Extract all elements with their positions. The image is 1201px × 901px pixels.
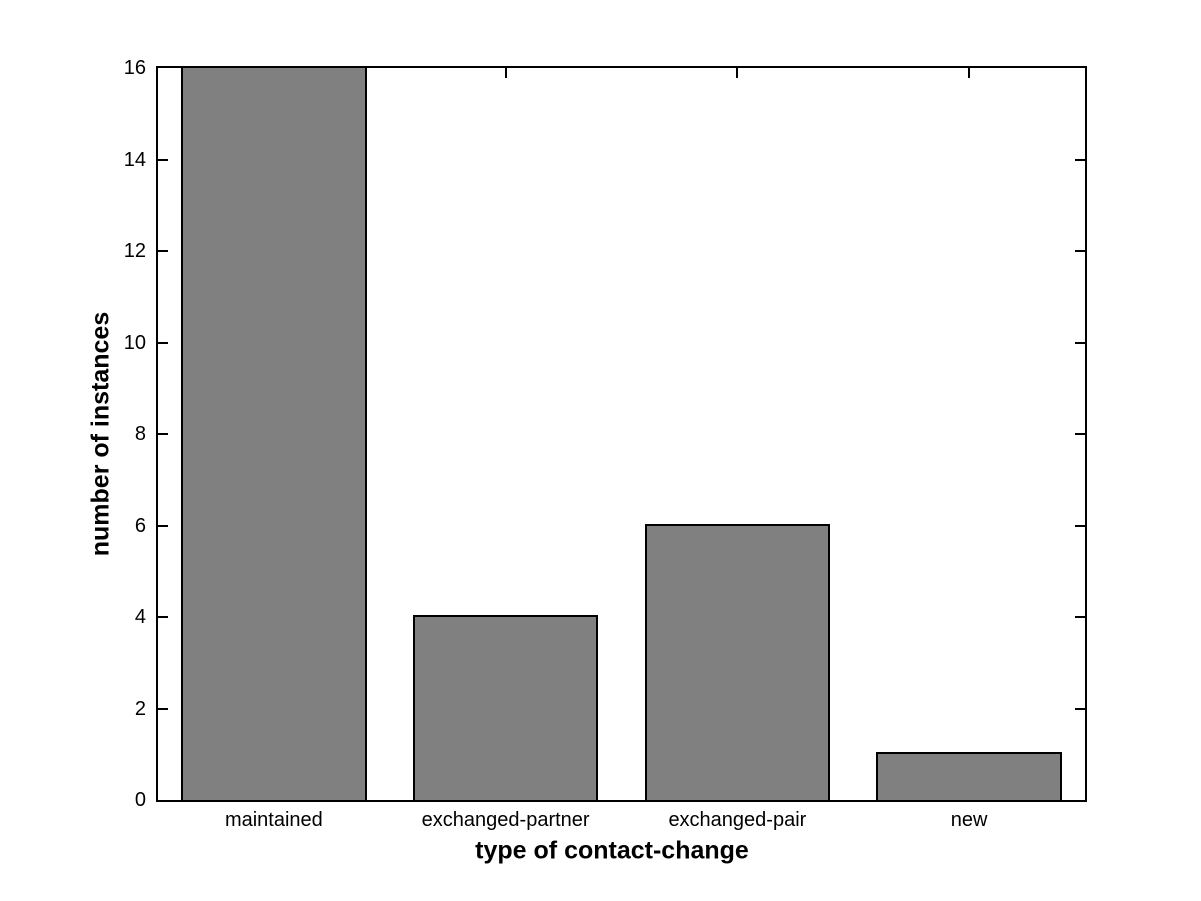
y-tick-label: 16 <box>123 57 146 79</box>
bar-exchanged-pair <box>644 523 831 802</box>
y-tick-left <box>158 524 168 527</box>
x-tick-label-maintained: maintained <box>224 809 323 831</box>
y-tick-right <box>1075 524 1085 527</box>
y-tick-right <box>1075 707 1085 710</box>
y-tick-label: 12 <box>123 240 146 262</box>
y-tick-left <box>158 707 168 710</box>
x-tick-label-exchanged-pair: exchanged-pair <box>668 809 807 831</box>
y-tick-label: 4 <box>134 606 146 628</box>
y-tick-label: 14 <box>123 148 146 171</box>
y-tick-right <box>1075 341 1085 344</box>
y-axis-label: number of instances <box>86 311 115 557</box>
bar-maintained <box>181 66 367 802</box>
bar-new <box>876 752 1062 802</box>
y-tick-left <box>158 250 168 252</box>
x-axis-label: type of contact-change <box>475 836 749 865</box>
y-tick-right <box>1075 616 1085 618</box>
y-tick-label: 6 <box>134 514 146 537</box>
y-tick-left <box>158 616 168 618</box>
y-tick-left <box>158 433 168 435</box>
bar-exchanged-partner <box>412 615 599 802</box>
y-tick-left <box>158 158 168 161</box>
y-tick-label: 8 <box>134 423 146 445</box>
y-tick-right <box>1075 158 1085 161</box>
y-tick-left <box>158 341 168 344</box>
y-tick-label: 0 <box>134 789 146 811</box>
y-tick-right <box>1075 250 1085 252</box>
y-tick-label: 10 <box>123 331 146 354</box>
x-tick-top <box>504 68 507 78</box>
y-tick-label: 2 <box>134 697 146 720</box>
plot-area: 0 2 4 6 8 10 12 14 16 maintained exchanged-partner… <box>124 58 1087 830</box>
x-tick-label-exchanged-partner: exchanged-partner <box>421 809 590 831</box>
x-tick-top <box>736 68 739 78</box>
y-tick-right <box>1075 433 1085 435</box>
x-tick-label-new: new <box>950 809 988 831</box>
x-tick-top <box>968 68 971 78</box>
